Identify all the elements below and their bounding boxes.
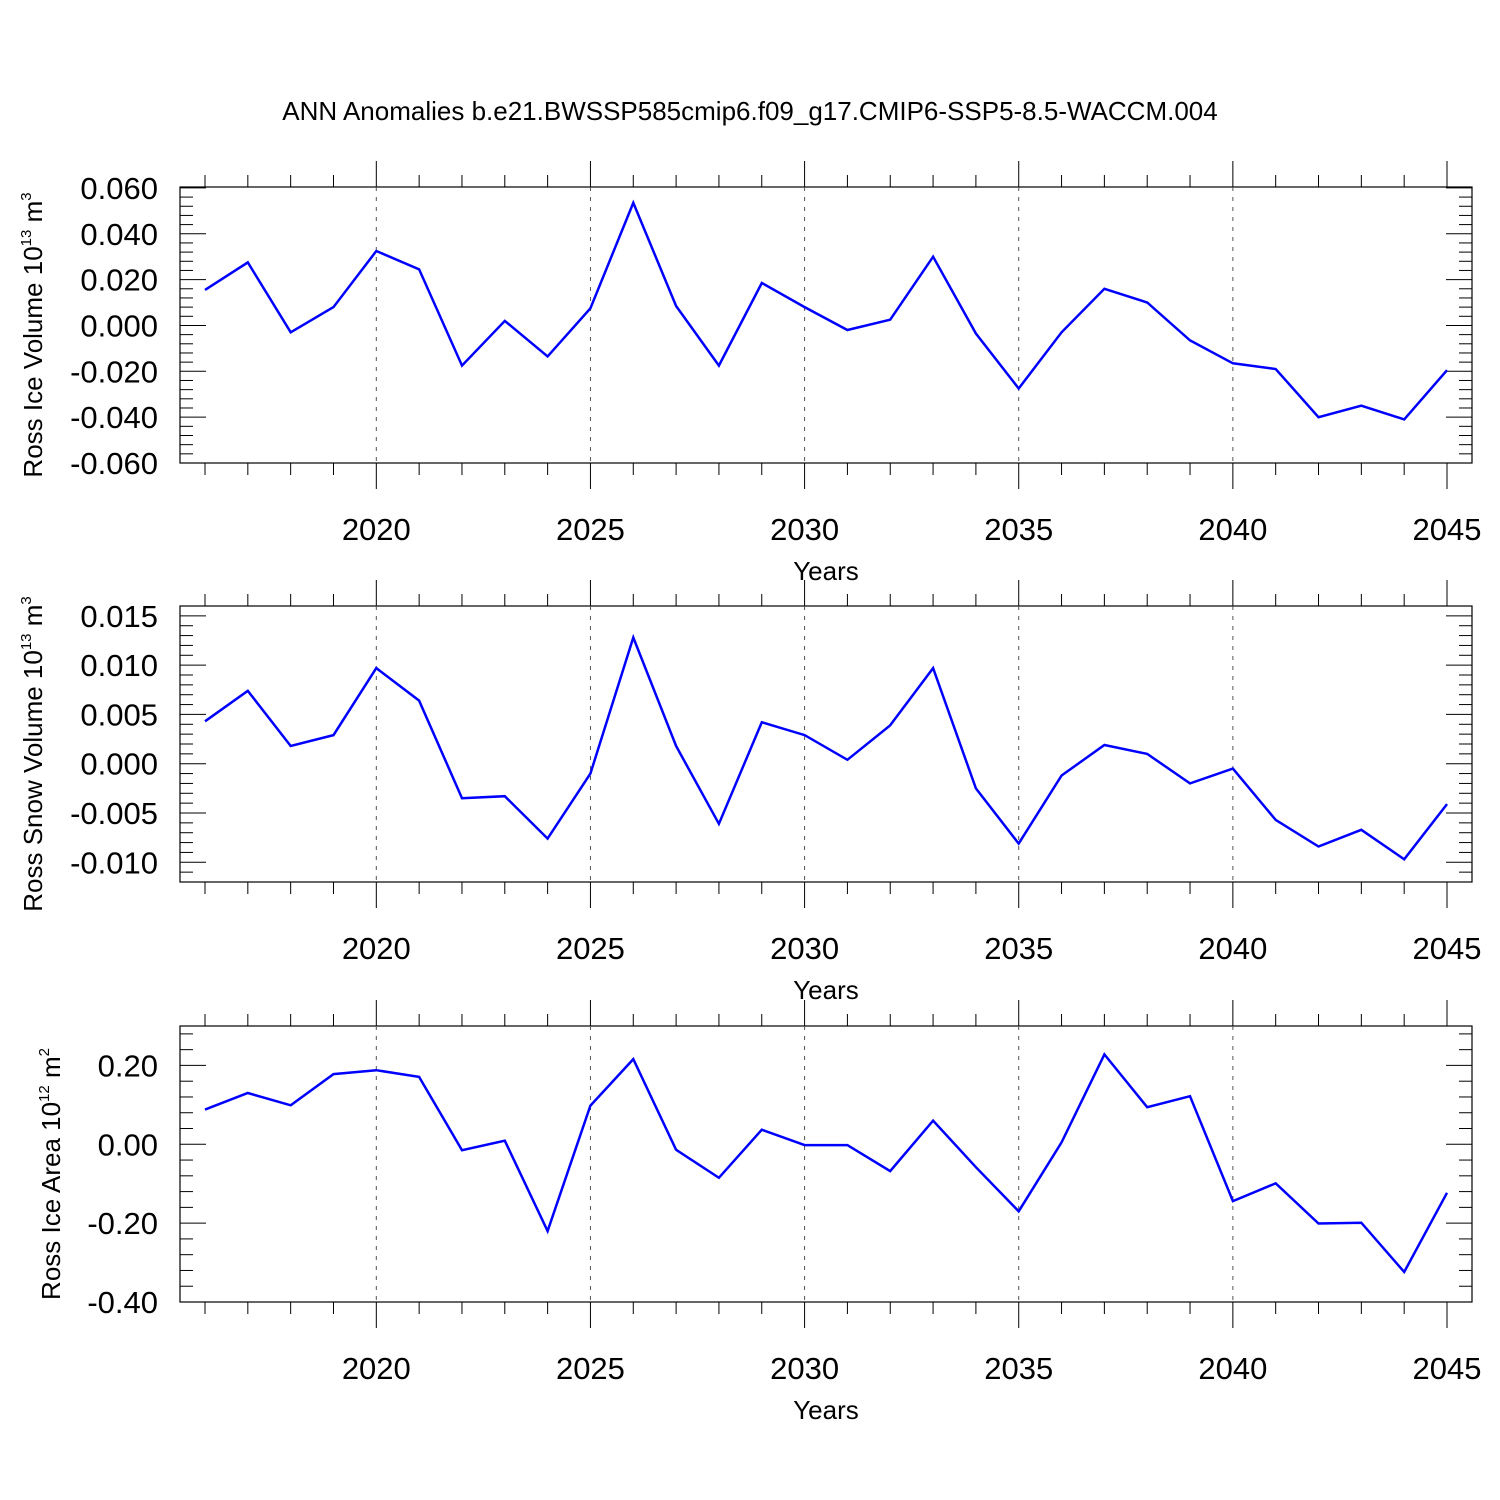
y-axis-title-unit: m (18, 605, 48, 634)
x-axis-title: Years (793, 975, 859, 1005)
panel-2: 0.015 0.010 0.005 0.000 -0.005 -0.010 2020 2025… (18, 580, 1481, 1005)
y-tick-label: 0.000 (80, 308, 158, 343)
x-tick-label: 2035 (984, 1351, 1053, 1386)
x-tick-label: 2030 (770, 512, 839, 547)
x-tick-label: 2040 (1198, 512, 1267, 547)
y-tick-label: 0.010 (80, 648, 158, 683)
y-axis-title-text: Ross Ice Area 10 (36, 1102, 66, 1300)
y-tick-label: 0.000 (80, 747, 158, 782)
y-tick-label: 0.060 (80, 171, 158, 206)
x-tick-label: 2040 (1198, 1351, 1267, 1386)
y-axis-title-text: Ross Snow Volume 10 (18, 650, 48, 912)
y-axis-title-unit: m (36, 1056, 66, 1085)
figure-title: ANN Anomalies b.e21.BWSSP585cmip6.f09_g1… (282, 96, 1218, 126)
series-line (204, 1052, 1449, 1275)
x-tick-label: 2020 (342, 931, 411, 966)
plot-frame (179, 186, 1473, 464)
x-tick-label: 2020 (342, 1351, 411, 1386)
x-axis-title: Years (793, 1395, 859, 1425)
y-axis-title: Ross Ice Area 1012 m2 (36, 1048, 66, 1300)
y-tick-label: 0.015 (80, 599, 158, 634)
x-axis-title: Years (793, 556, 859, 586)
x-tick-label: 2045 (1413, 1351, 1482, 1386)
series-line (204, 633, 1448, 861)
x-tick-label: 2035 (984, 512, 1053, 547)
y-tick-label: -0.40 (87, 1285, 158, 1320)
series-line (204, 199, 1448, 421)
y-tick-label: -0.060 (70, 446, 158, 481)
y-tick-label: 0.005 (80, 697, 158, 732)
panel-1: 0.060 0.040 0.020 0.000 -0.020 -0.040 -0.060 20… (18, 161, 1481, 586)
plot-frame (179, 1025, 1473, 1303)
y-tick-label: 0.20 (98, 1048, 158, 1083)
panel-3: 0.20 0.00 -0.20 -0.40 2020 2025 2030 2035 2040 20… (36, 1000, 1481, 1425)
y-axis-title-unit: m (18, 201, 48, 230)
plot-frame (179, 605, 1473, 883)
x-tick-label: 2035 (984, 931, 1053, 966)
x-tick-label: 2040 (1198, 931, 1267, 966)
y-tick-label: -0.20 (87, 1206, 158, 1241)
y-axis-title-unit-exponent: 3 (18, 596, 35, 604)
x-tick-label: 2025 (556, 931, 625, 966)
x-tick-label: 2025 (556, 512, 625, 547)
x-tick-label: 2020 (342, 512, 411, 547)
y-axis-title-exponent: 13 (18, 633, 35, 650)
y-tick-label: -0.020 (70, 354, 158, 389)
x-tick-label: 2045 (1413, 931, 1482, 966)
y-axis-title-unit-exponent: 2 (36, 1048, 53, 1056)
y-axis-title-exponent: 12 (36, 1085, 53, 1102)
y-tick-label: 0.00 (98, 1127, 158, 1162)
y-tick-label: 0.020 (80, 263, 158, 298)
y-tick-label: 0.040 (80, 217, 158, 252)
x-tick-label: 2030 (770, 1351, 839, 1386)
y-axis-title-exponent: 13 (18, 230, 35, 247)
y-tick-label: -0.005 (70, 796, 158, 831)
y-axis-title: Ross Ice Volume 1013 m3 (18, 192, 48, 477)
y-tick-label: -0.040 (70, 400, 158, 435)
y-axis-title-text: Ross Ice Volume 10 (18, 246, 48, 477)
y-tick-label: -0.010 (70, 845, 158, 880)
x-tick-label: 2045 (1413, 512, 1482, 547)
x-tick-label: 2030 (770, 931, 839, 966)
y-axis-title: Ross Snow Volume 1013 m3 (18, 596, 48, 912)
x-tick-label: 2025 (556, 1351, 625, 1386)
y-axis-title-unit-exponent: 3 (18, 192, 35, 200)
